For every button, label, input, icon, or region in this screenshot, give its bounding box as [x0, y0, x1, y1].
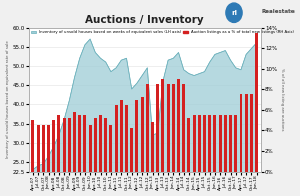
- Bar: [52, 120, 55, 172]
- Bar: [125, 105, 128, 172]
- Text: .com: .com: [284, 9, 296, 14]
- Bar: [99, 115, 102, 172]
- Bar: [120, 100, 123, 172]
- Bar: [89, 125, 92, 172]
- Circle shape: [226, 3, 242, 23]
- Text: rl: rl: [231, 10, 237, 16]
- Bar: [130, 128, 133, 172]
- Title: Auctions / Inventory: Auctions / Inventory: [85, 15, 204, 25]
- Bar: [188, 118, 190, 172]
- Bar: [219, 115, 222, 172]
- Bar: [42, 125, 45, 172]
- Y-axis label: % of all new listing are auctions: % of all new listing are auctions: [280, 68, 284, 131]
- Bar: [198, 115, 201, 172]
- Bar: [239, 94, 242, 172]
- Text: Realestate: Realestate: [261, 9, 295, 14]
- Bar: [182, 84, 185, 172]
- Bar: [83, 115, 86, 172]
- Bar: [161, 79, 164, 172]
- Bar: [110, 125, 112, 172]
- Bar: [141, 97, 144, 172]
- Bar: [167, 84, 169, 172]
- Bar: [193, 115, 196, 172]
- Y-axis label: Inventory of unsold houses based on equivalent rate of sale: Inventory of unsold houses based on equi…: [6, 41, 10, 158]
- Legend: Inventory of unsold houses based on weeks of equivalent sales (LH axis), Auction: Inventory of unsold houses based on week…: [31, 29, 295, 35]
- Bar: [37, 125, 40, 172]
- Bar: [94, 118, 97, 172]
- Bar: [73, 112, 76, 172]
- Bar: [115, 105, 118, 172]
- Bar: [47, 125, 50, 172]
- Bar: [229, 115, 232, 172]
- Bar: [177, 79, 180, 172]
- Bar: [245, 94, 247, 172]
- Bar: [32, 120, 34, 172]
- Bar: [136, 100, 138, 172]
- Bar: [208, 115, 211, 172]
- Bar: [255, 33, 258, 172]
- Bar: [68, 118, 71, 172]
- Bar: [203, 115, 206, 172]
- Bar: [250, 94, 253, 172]
- Bar: [58, 115, 60, 172]
- Bar: [146, 84, 149, 172]
- Bar: [78, 115, 81, 172]
- Bar: [172, 84, 175, 172]
- Bar: [63, 118, 65, 172]
- Bar: [104, 118, 107, 172]
- Bar: [151, 122, 154, 172]
- Bar: [224, 115, 227, 172]
- Bar: [214, 115, 216, 172]
- Bar: [234, 115, 237, 172]
- Bar: [156, 84, 159, 172]
